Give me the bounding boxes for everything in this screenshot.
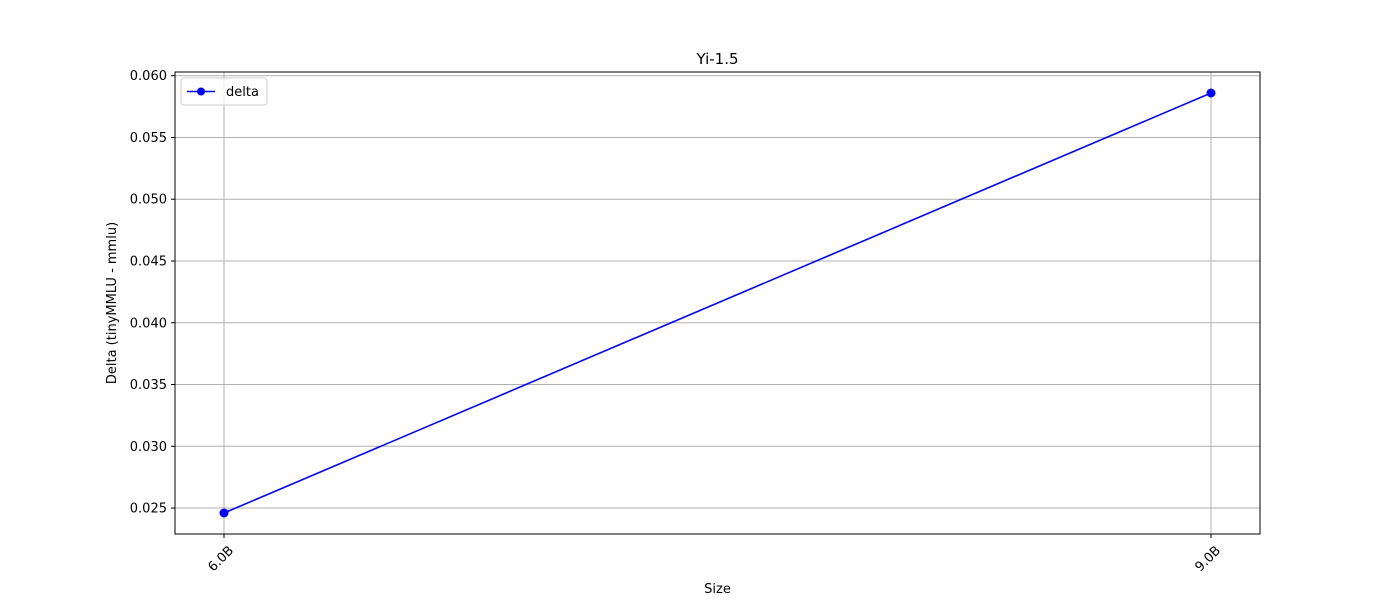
data-point-delta xyxy=(1206,88,1216,98)
y-tick-label: 0.050 xyxy=(130,193,167,208)
legend-box xyxy=(180,77,268,106)
y-tick-label: 0.030 xyxy=(130,440,167,455)
chart-title: Yi-1.5 xyxy=(695,50,738,68)
x-axis-title: Size xyxy=(704,582,731,597)
y-axis-ticks: 0.025 0.030 0.035 0.040 0.045 0.050 0.055 0.060 xyxy=(130,69,175,517)
y-tick-label: 0.040 xyxy=(130,316,167,331)
y-tick-label: 0.045 xyxy=(130,255,167,270)
legend-marker-delta xyxy=(197,87,205,96)
data-point-delta xyxy=(219,508,229,518)
y-tick-label: 0.055 xyxy=(130,131,167,146)
y-tick-label: 0.025 xyxy=(130,502,167,517)
y-tick-label: 0.060 xyxy=(130,69,167,84)
grid xyxy=(175,72,1260,534)
y-tick-label: 0.035 xyxy=(130,378,167,393)
plot-frame xyxy=(174,71,1261,535)
series-line-delta xyxy=(223,92,1212,514)
legend-label-delta: delta xyxy=(226,85,259,100)
series-layer xyxy=(219,88,1216,518)
legend: delta xyxy=(180,77,268,106)
y-axis-title: Delta (tinyMMLU - mmlu) xyxy=(105,222,120,384)
